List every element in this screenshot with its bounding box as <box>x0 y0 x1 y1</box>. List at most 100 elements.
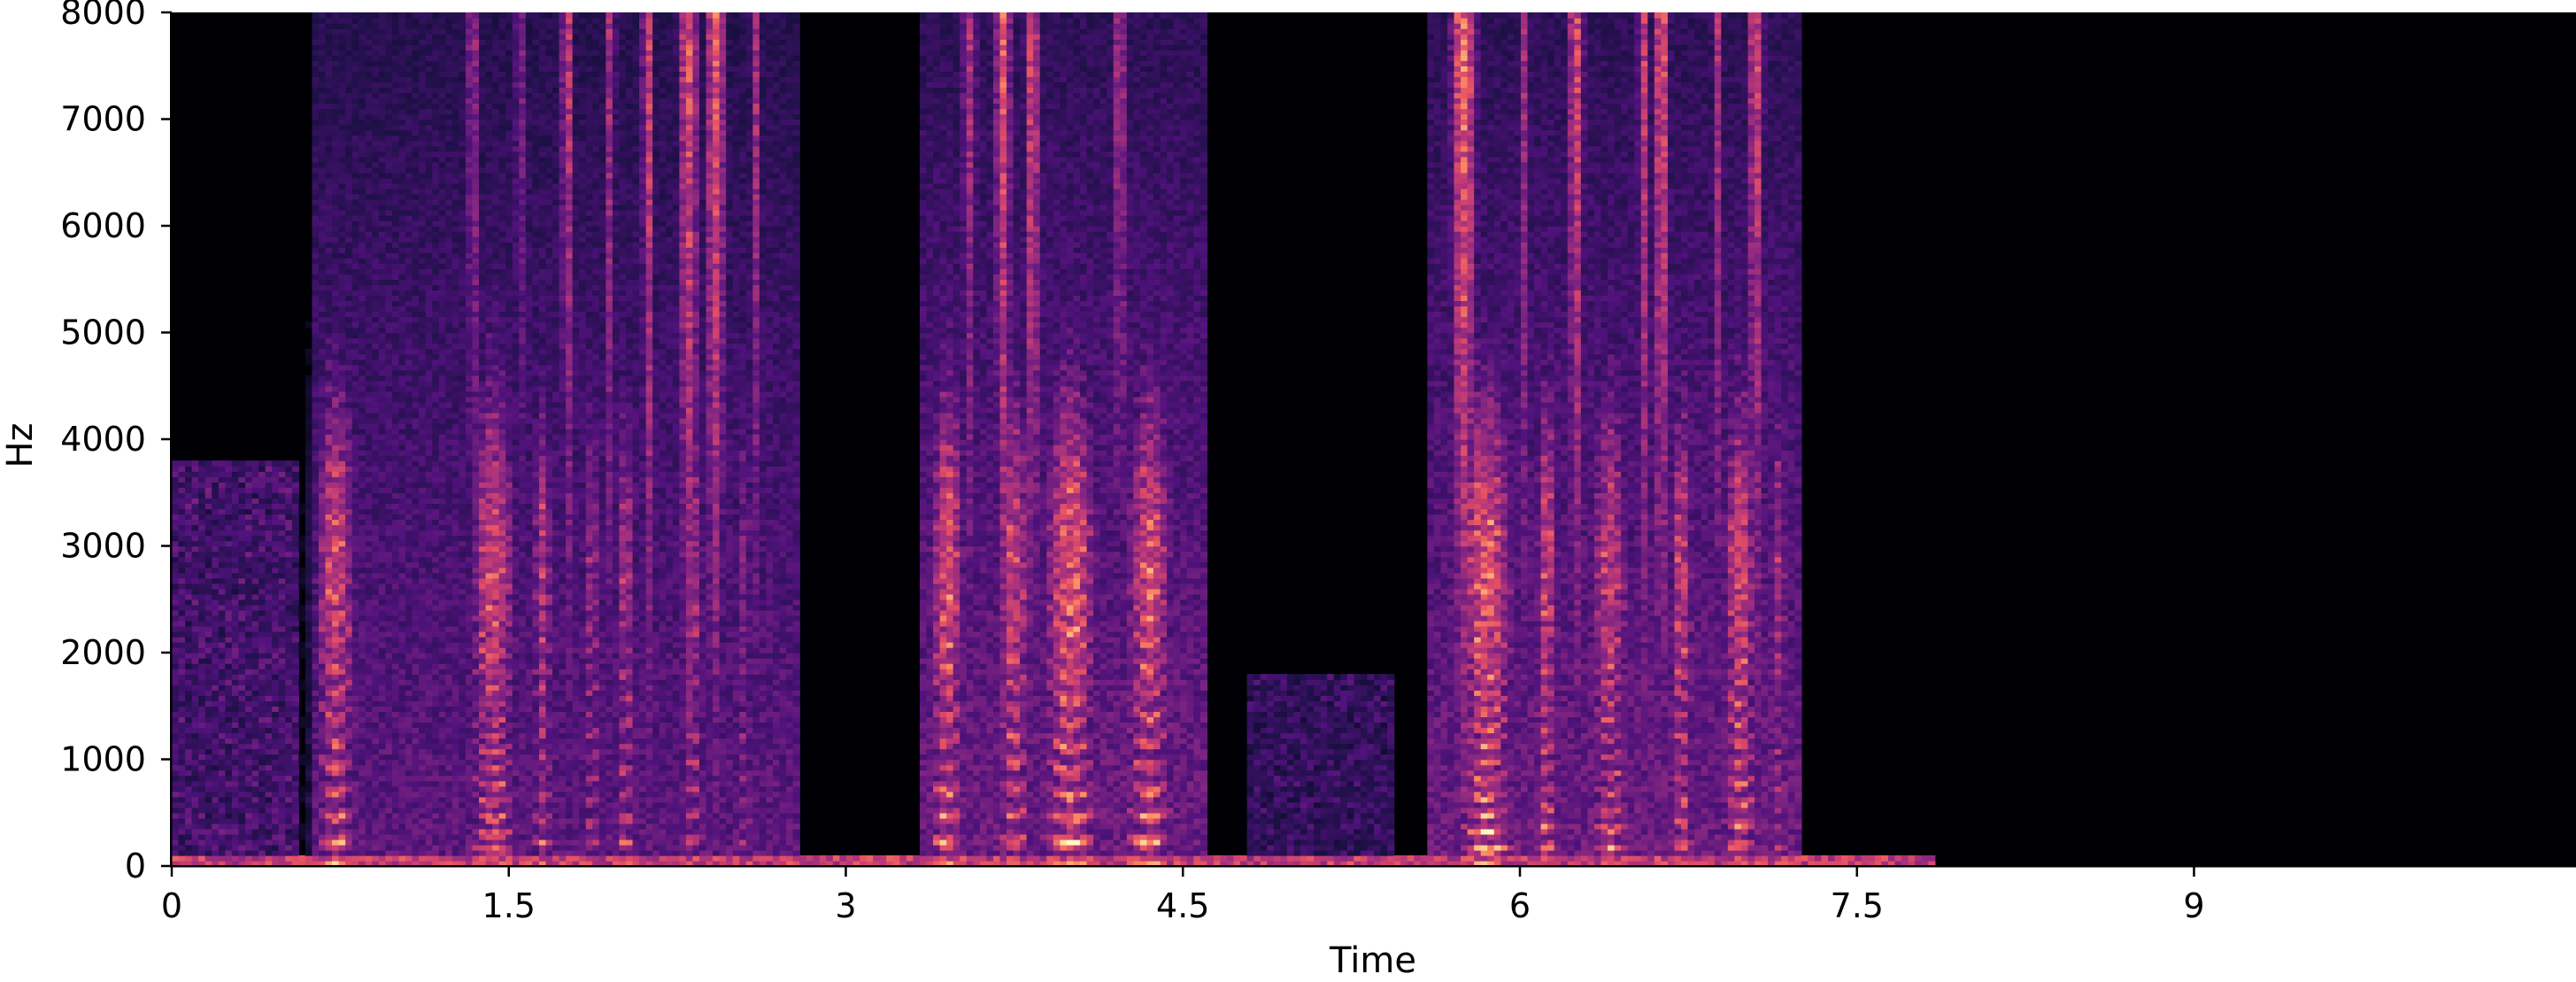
spectrogram-cell <box>379 407 386 414</box>
spectrogram-cell <box>339 242 346 248</box>
spectrogram-cell <box>312 344 319 350</box>
spectrogram-cell <box>339 776 346 782</box>
spectrogram-cell <box>238 610 245 616</box>
spectrogram-cell <box>372 210 379 216</box>
spectrogram-cell <box>285 647 292 653</box>
spectrogram-cell <box>245 690 252 696</box>
spectrogram-cell <box>439 300 446 306</box>
spectrogram-cell <box>312 466 319 472</box>
spectrogram-cell <box>272 487 279 493</box>
spectrogram-cell <box>413 850 420 856</box>
spectrogram-cell <box>339 71 346 77</box>
spectrogram-cell <box>372 637 379 643</box>
spectrogram-cell <box>385 157 392 163</box>
spectrogram-cell <box>399 28 406 35</box>
spectrogram-cell <box>345 370 352 376</box>
spectrogram-cell <box>419 487 426 493</box>
spectrogram-cell <box>266 732 273 738</box>
spectrogram-cell <box>372 103 379 109</box>
spectrogram-cell <box>179 471 186 477</box>
spectrogram-cell <box>392 76 399 82</box>
spectrogram-cell <box>352 631 359 638</box>
spectrogram-cell <box>272 589 279 595</box>
spectrogram-cell <box>305 455 312 461</box>
spectrogram-cell <box>419 445 426 451</box>
spectrogram-cell <box>366 695 373 701</box>
spectrogram-cell <box>285 722 292 728</box>
spectrogram-cell <box>312 754 319 760</box>
spectrogram-cell <box>392 194 399 200</box>
spectrogram-cell <box>319 738 326 744</box>
spectrogram-cell <box>385 584 392 590</box>
spectrogram-cell <box>232 621 239 627</box>
spectrogram-cell <box>332 71 339 77</box>
spectrogram-cell <box>319 386 326 392</box>
spectrogram-cell <box>219 711 226 717</box>
spectrogram-cell <box>172 460 179 467</box>
spectrogram-cell <box>366 258 373 264</box>
spectrogram-cell <box>172 716 179 723</box>
spectrogram-cell <box>238 834 245 840</box>
spectrogram-cell <box>332 839 339 846</box>
spectrogram-cell <box>372 423 379 429</box>
spectrogram-cell <box>392 621 399 627</box>
spectrogram-cell <box>405 663 413 669</box>
spectrogram-cell <box>399 418 406 424</box>
spectrogram-cell <box>319 557 326 563</box>
spectrogram-cell <box>413 621 420 627</box>
spectrogram-cell <box>426 653 433 659</box>
spectrogram-cell <box>339 284 346 290</box>
spectrogram-cell <box>439 792 446 798</box>
spectrogram-cell <box>192 508 199 514</box>
spectrogram-cell <box>319 839 326 846</box>
spectrogram-cell <box>385 818 392 824</box>
spectrogram-cell <box>332 460 339 467</box>
spectrogram-cell <box>419 125 426 131</box>
spectrogram-cell <box>372 97 379 104</box>
spectrogram-cell <box>426 381 433 387</box>
spectrogram-cell <box>212 552 219 558</box>
spectrogram-cell <box>198 743 205 749</box>
spectrogram-cell <box>238 578 245 584</box>
spectrogram-cell <box>366 189 373 195</box>
spectrogram-cell <box>405 242 413 248</box>
spectrogram-cell <box>392 81 399 88</box>
spectrogram-cell <box>432 375 439 382</box>
spectrogram-cell <box>352 455 359 461</box>
spectrogram-cell <box>198 845 205 851</box>
spectrogram-cell <box>192 562 199 568</box>
spectrogram-cell <box>212 647 219 653</box>
spectrogram-cell <box>212 610 219 616</box>
spectrogram-cell <box>372 108 379 114</box>
spectrogram-cell <box>252 770 259 777</box>
spectrogram-cell <box>192 786 199 793</box>
spectrogram-cell <box>385 113 392 120</box>
spectrogram-cell <box>379 471 386 477</box>
spectrogram-cell <box>245 647 252 653</box>
spectrogram-cell <box>339 519 346 525</box>
spectrogram-cell <box>238 508 245 514</box>
spectrogram-cell <box>285 471 292 477</box>
spectrogram-cell <box>298 679 305 685</box>
spectrogram-cell <box>205 615 212 622</box>
spectrogram-cell <box>319 39 326 45</box>
spectrogram-cell <box>359 92 366 98</box>
spectrogram-cell <box>399 413 406 419</box>
spectrogram-cell <box>266 855 273 862</box>
spectrogram-cell <box>426 407 433 414</box>
spectrogram-cell <box>332 418 339 424</box>
spectrogram-cell <box>232 647 239 653</box>
spectrogram-cell <box>326 199 333 205</box>
spectrogram-cell <box>312 125 319 131</box>
spectrogram-cell <box>426 695 433 701</box>
spectrogram-cell <box>359 850 366 856</box>
spectrogram-cell <box>359 487 366 493</box>
spectrogram-cell <box>432 716 439 723</box>
spectrogram-cell <box>419 610 426 616</box>
spectrogram-cell <box>258 834 266 840</box>
spectrogram-cell <box>326 748 333 754</box>
spectrogram-cell <box>405 402 413 408</box>
spectrogram-cell <box>419 167 426 174</box>
spectrogram-cell <box>352 279 359 285</box>
spectrogram-cell <box>345 194 352 200</box>
